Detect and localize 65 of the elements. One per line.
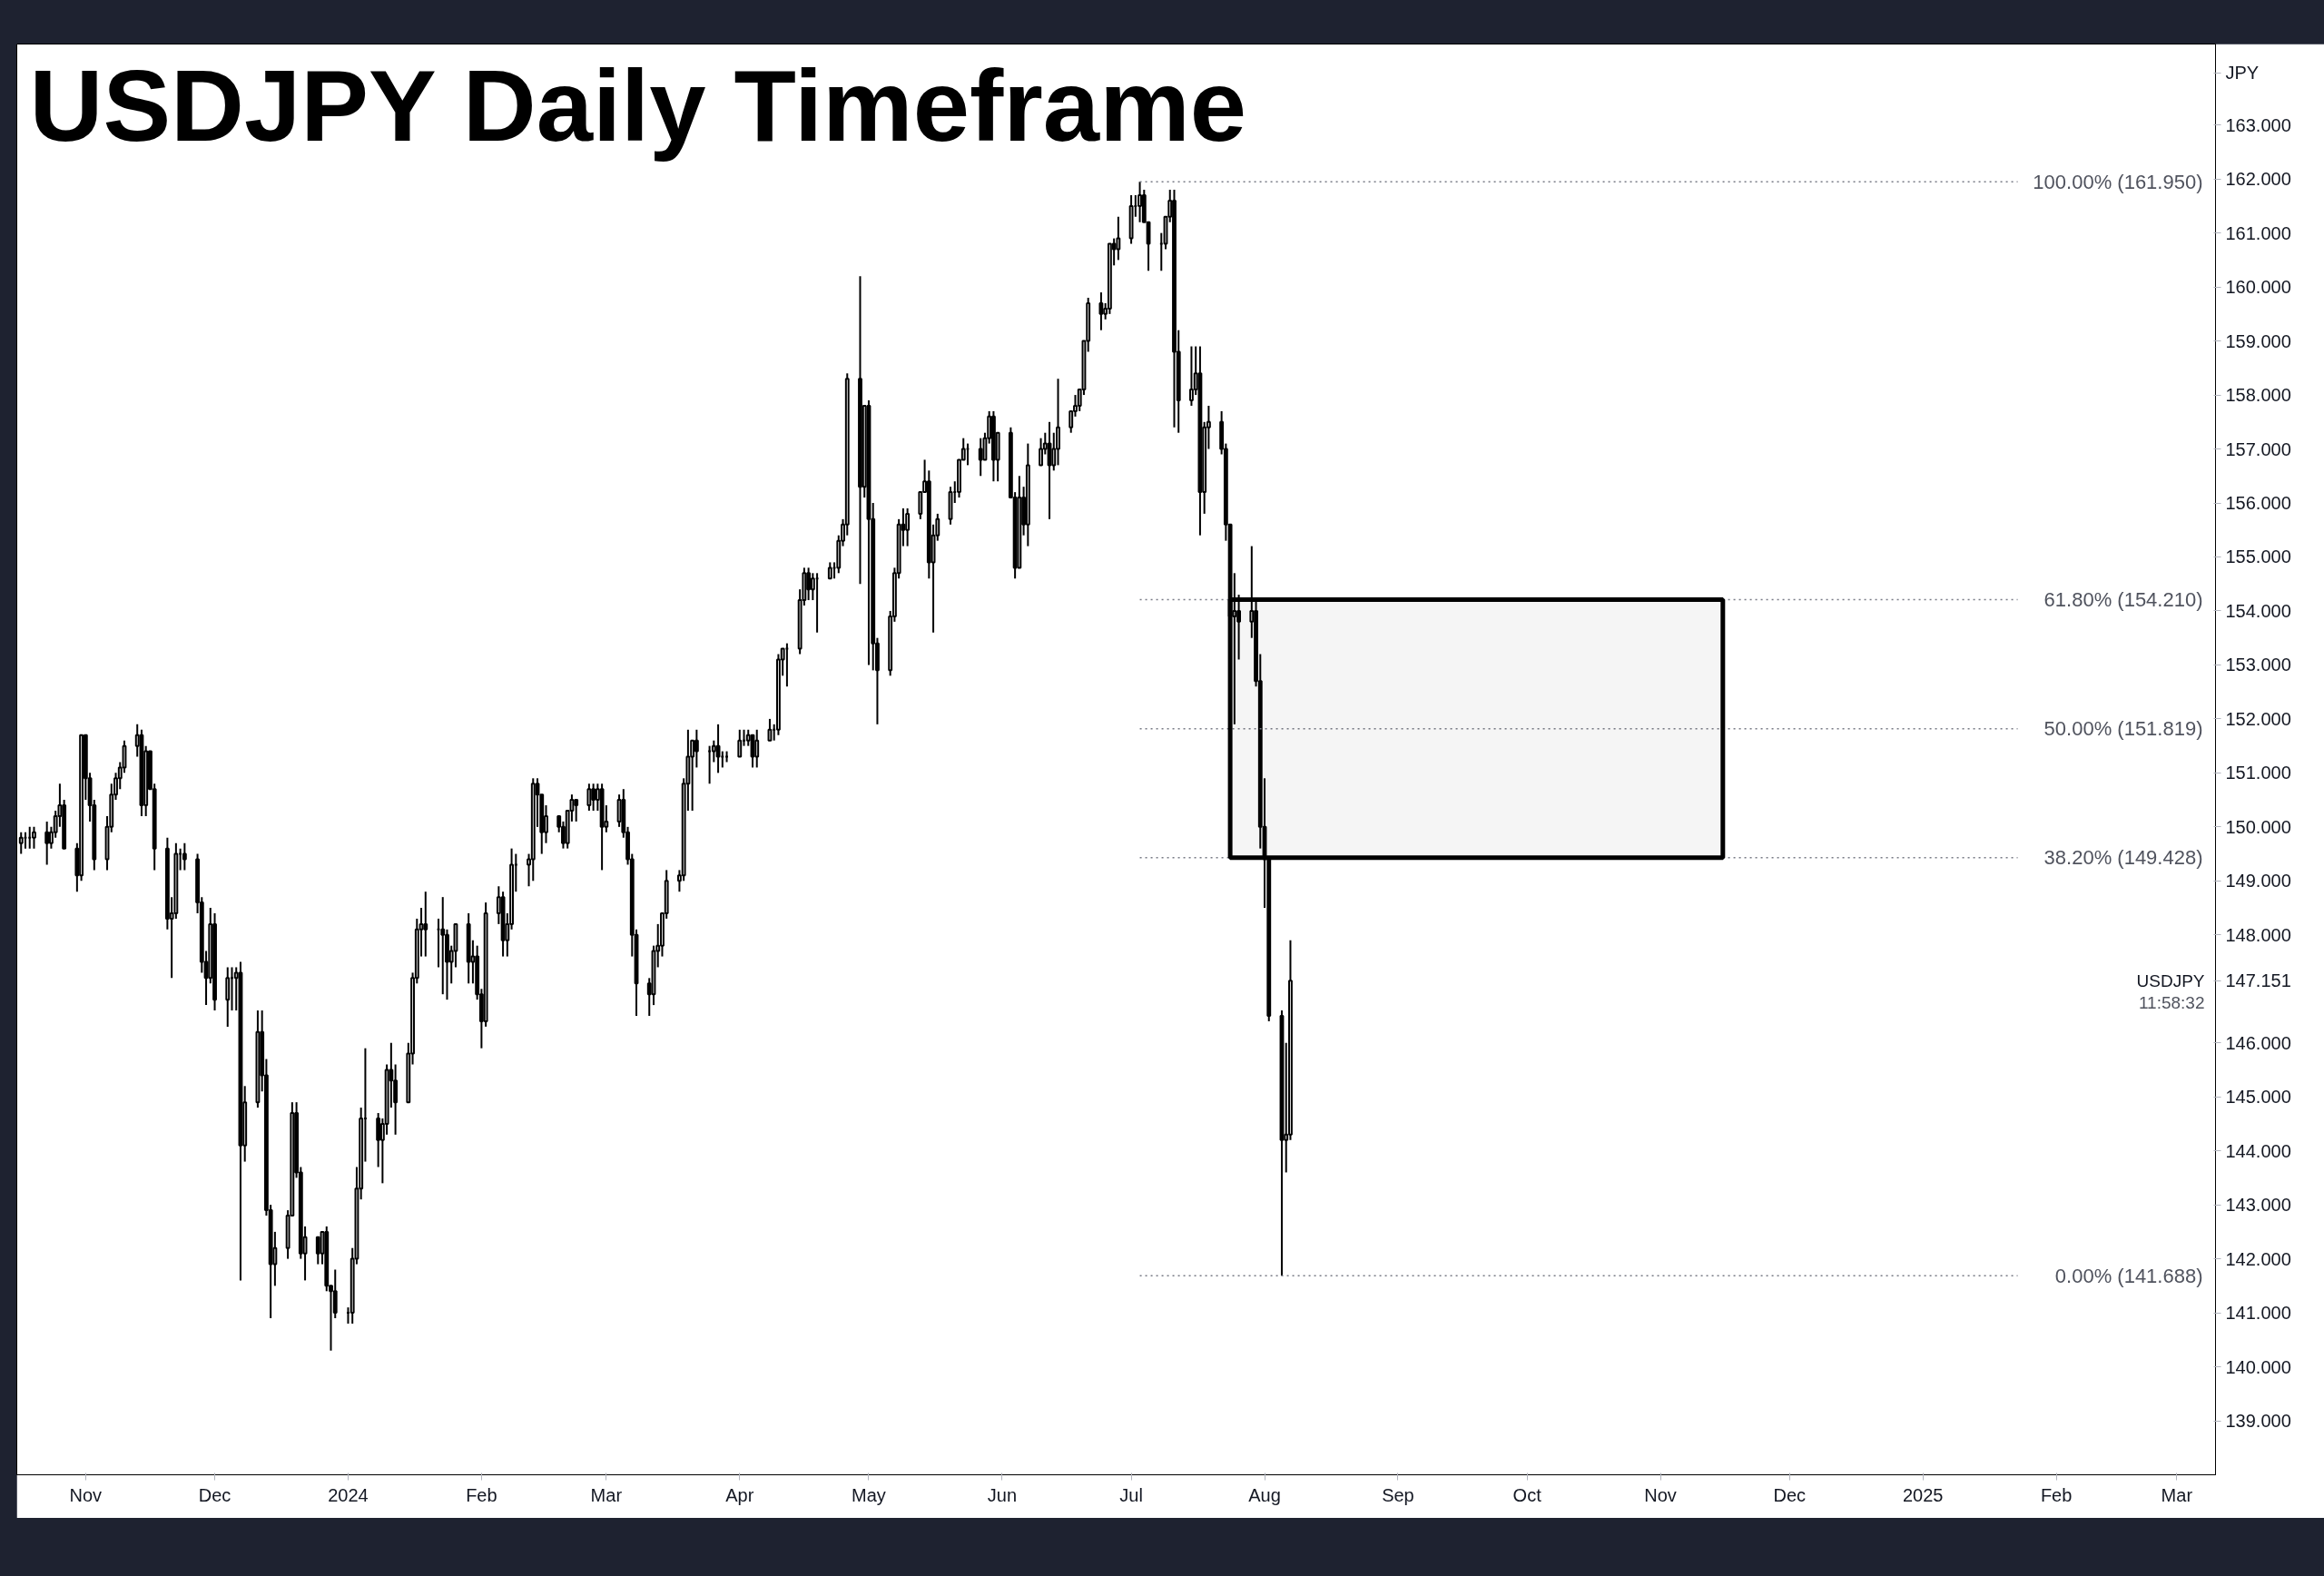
y-tick-label: 154.000 <box>2225 600 2291 621</box>
y-tick-label: 159.000 <box>2225 330 2291 351</box>
ref-line-label: 50.00% (151.819) <box>2043 717 2203 741</box>
y-tick-label: 158.000 <box>2225 385 2291 406</box>
x-tick-label: Nov <box>69 1484 103 1505</box>
candlestick <box>694 728 699 769</box>
x-tick-label: Dec <box>1773 1484 1807 1505</box>
ref-line-label: 38.20% (149.428) <box>2043 846 2203 870</box>
y-tick-label: 161.000 <box>2225 222 2291 243</box>
x-tick-label: Apr <box>725 1484 754 1505</box>
x-tick-label: Sep <box>1382 1484 1414 1505</box>
y-tick-label: 142.000 <box>2225 1248 2291 1269</box>
candlestick <box>440 896 446 996</box>
y-tick-label: 146.000 <box>2225 1032 2291 1053</box>
x-tick-label: Dec <box>198 1484 231 1505</box>
y-tick-label: 162.000 <box>2225 169 2291 190</box>
x-tick-label: Feb <box>466 1484 497 1505</box>
x-tick-label: Mar <box>590 1484 623 1505</box>
ref-line-label: 100.00% (161.950) <box>2033 170 2203 193</box>
candlestick <box>182 842 187 872</box>
y-tick-label: 152.000 <box>2225 708 2291 729</box>
y-tick-label: 149.000 <box>2225 871 2291 891</box>
y-tick-label: 141.000 <box>2225 1303 2291 1324</box>
y-tick-label: 140.000 <box>2225 1356 2291 1377</box>
candlestick <box>1098 291 1104 331</box>
y-tick-label: 151.000 <box>2225 763 2291 783</box>
y-tick-label: 144.000 <box>2225 1140 2291 1161</box>
x-tick-label: Oct <box>1512 1484 1542 1505</box>
candlestick <box>423 891 428 958</box>
text: JPY <box>2225 63 2260 84</box>
x-tick-label: Nov <box>1644 1484 1677 1505</box>
y-tick-label: 153.000 <box>2225 655 2291 675</box>
candlestick <box>978 437 983 478</box>
candlestick <box>574 799 579 822</box>
y-tick-label: 155.000 <box>2225 547 2291 567</box>
candlestick <box>44 820 50 866</box>
candlestick <box>754 728 760 769</box>
x-tick-label: Jul <box>1119 1484 1143 1505</box>
y-tick-label: 145.000 <box>2225 1087 2291 1108</box>
x-tick-label: Aug <box>1248 1484 1281 1505</box>
annotation: 11:58:32 <box>2138 992 2205 1012</box>
ref-line-label: 0.00% (141.688) <box>2054 1264 2203 1287</box>
candlestick <box>1116 215 1121 261</box>
y-tick-label: 139.000 <box>2225 1411 2291 1432</box>
y-tick-label: 163.000 <box>2225 114 2291 135</box>
y-tick-label: 143.000 <box>2225 1195 2291 1216</box>
x-tick-label: Mar <box>2161 1484 2193 1505</box>
candlestick <box>225 966 231 1028</box>
y-tick-label: 157.000 <box>2225 438 2291 459</box>
x-tick-label: 2025 <box>1902 1484 1944 1505</box>
x-tick-label: May <box>852 1484 886 1505</box>
candlestick <box>586 783 592 812</box>
ref-line-label: 61.80% (154.210) <box>2043 587 2203 611</box>
chart-title: USDJPY Daily Timeframe <box>29 48 1246 163</box>
candlestick <box>737 728 743 758</box>
x-tick-label: Jun <box>987 1484 1018 1505</box>
annotation: USDJPY <box>2136 970 2205 990</box>
x-tick-label: Feb <box>2040 1484 2073 1505</box>
y-tick-label: 147.151 <box>2225 970 2291 991</box>
y-tick-label: 156.000 <box>2225 493 2291 514</box>
x-tick-label: 2024 <box>328 1484 369 1505</box>
y-tick-label: 160.000 <box>2225 277 2291 298</box>
y-tick-label: 150.000 <box>2225 816 2291 837</box>
y-tick-label: 148.000 <box>2225 924 2291 945</box>
candlestick <box>32 825 36 850</box>
